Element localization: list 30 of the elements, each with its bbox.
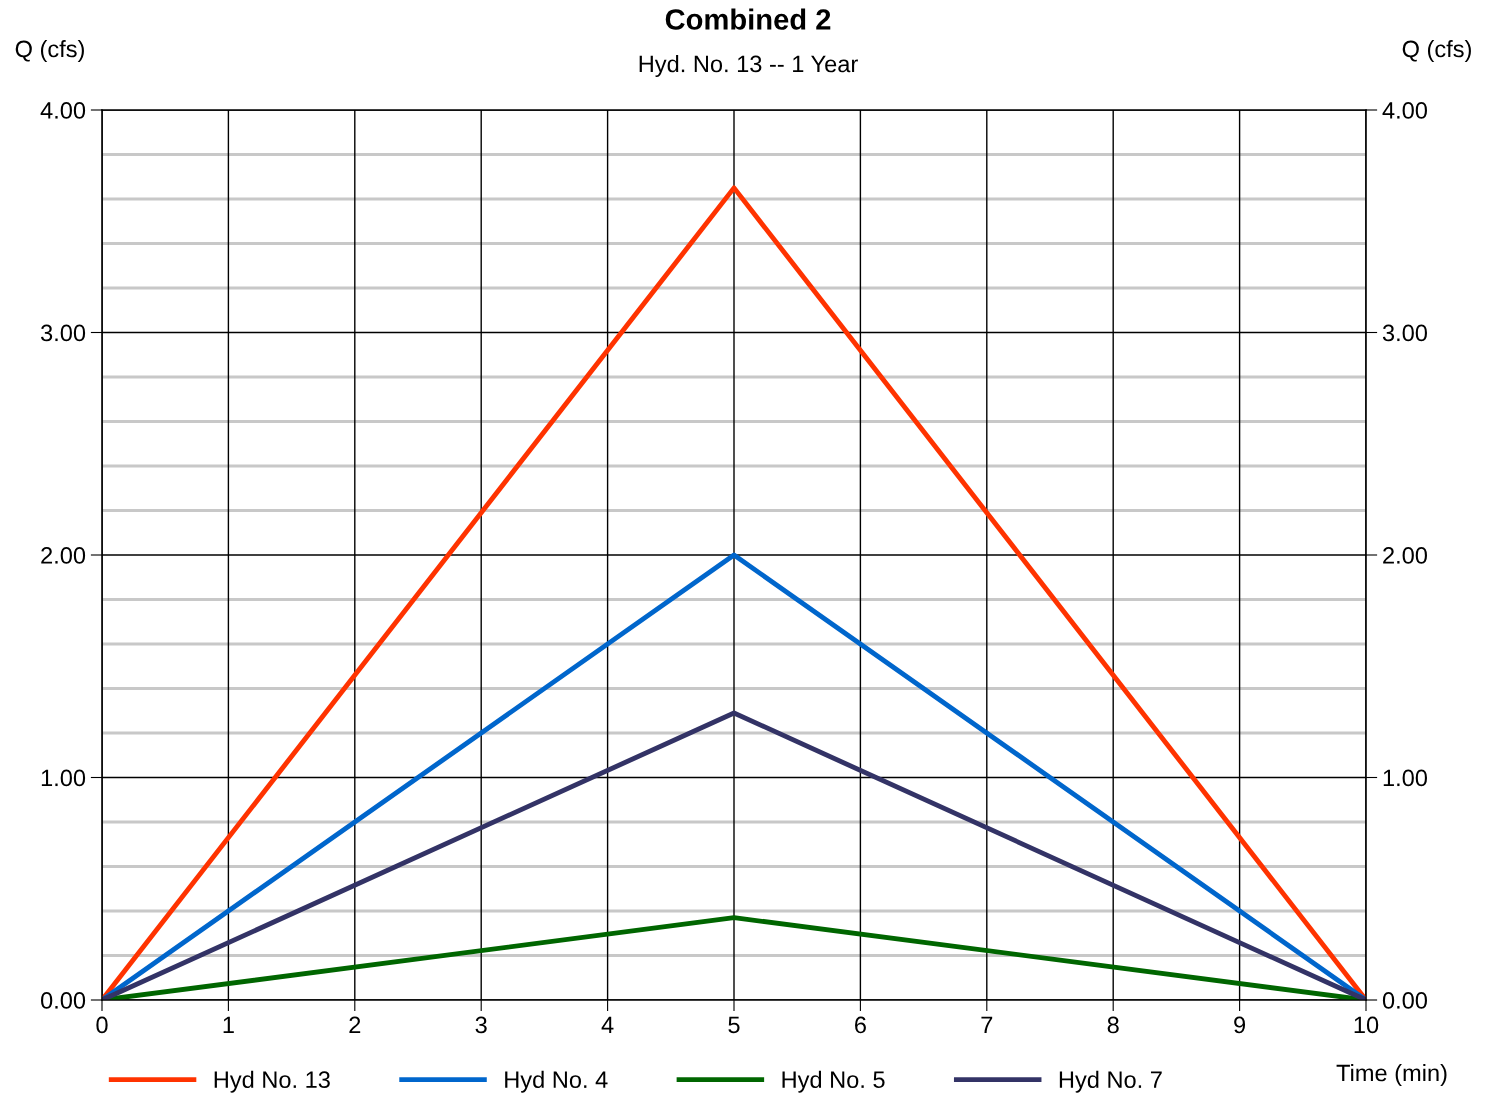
x-tick-label: 4	[601, 1016, 614, 1034]
x-tick-label: 9	[1234, 1016, 1246, 1034]
x-tick-label: 2	[349, 1016, 361, 1034]
y-tick-label: 4.00	[40, 102, 86, 119]
y2-tick-label: 1.00	[1383, 769, 1427, 787]
y2-axis-title: Q (cfs)	[1402, 40, 1471, 62]
y-tick-label: 2.00	[41, 547, 86, 564]
x-axis-title: Time (min)	[1336, 1063, 1447, 1086]
x-tick-label: 5	[728, 1016, 740, 1034]
y2-tick-label: 2.00	[1383, 547, 1427, 564]
x-tick-label: 8	[1107, 1016, 1119, 1034]
x-tick-label: 10	[1354, 1016, 1379, 1034]
chart-subtitle: Hyd. No. 13 -- 1 Year	[639, 55, 858, 77]
legend-label: Hyd No. 13	[214, 1070, 330, 1093]
y-tick-label: 3.00	[40, 324, 86, 342]
chart-title: Combined 2	[665, 8, 831, 30]
y-tick-label: 0.00	[41, 992, 86, 1009]
x-tick-label: 1	[223, 1016, 234, 1034]
y-axis-title: Q (cfs)	[15, 40, 84, 62]
x-tick-label: 0	[96, 1016, 108, 1034]
y-tick-label: 1.00	[41, 769, 86, 787]
y2-tick-label: 0.00	[1382, 992, 1427, 1009]
legend-label: Hyd No. 5	[782, 1070, 885, 1093]
legend-label: Hyd No. 7	[1059, 1070, 1162, 1093]
x-tick-label: 6	[855, 1016, 866, 1034]
y2-tick-label: 3.00	[1382, 324, 1427, 342]
y2-tick-label: 4.00	[1382, 102, 1427, 119]
x-tick-label: 7	[981, 1016, 993, 1034]
legend-label: Hyd No. 4	[505, 1070, 608, 1093]
x-tick-label: 3	[475, 1016, 487, 1034]
